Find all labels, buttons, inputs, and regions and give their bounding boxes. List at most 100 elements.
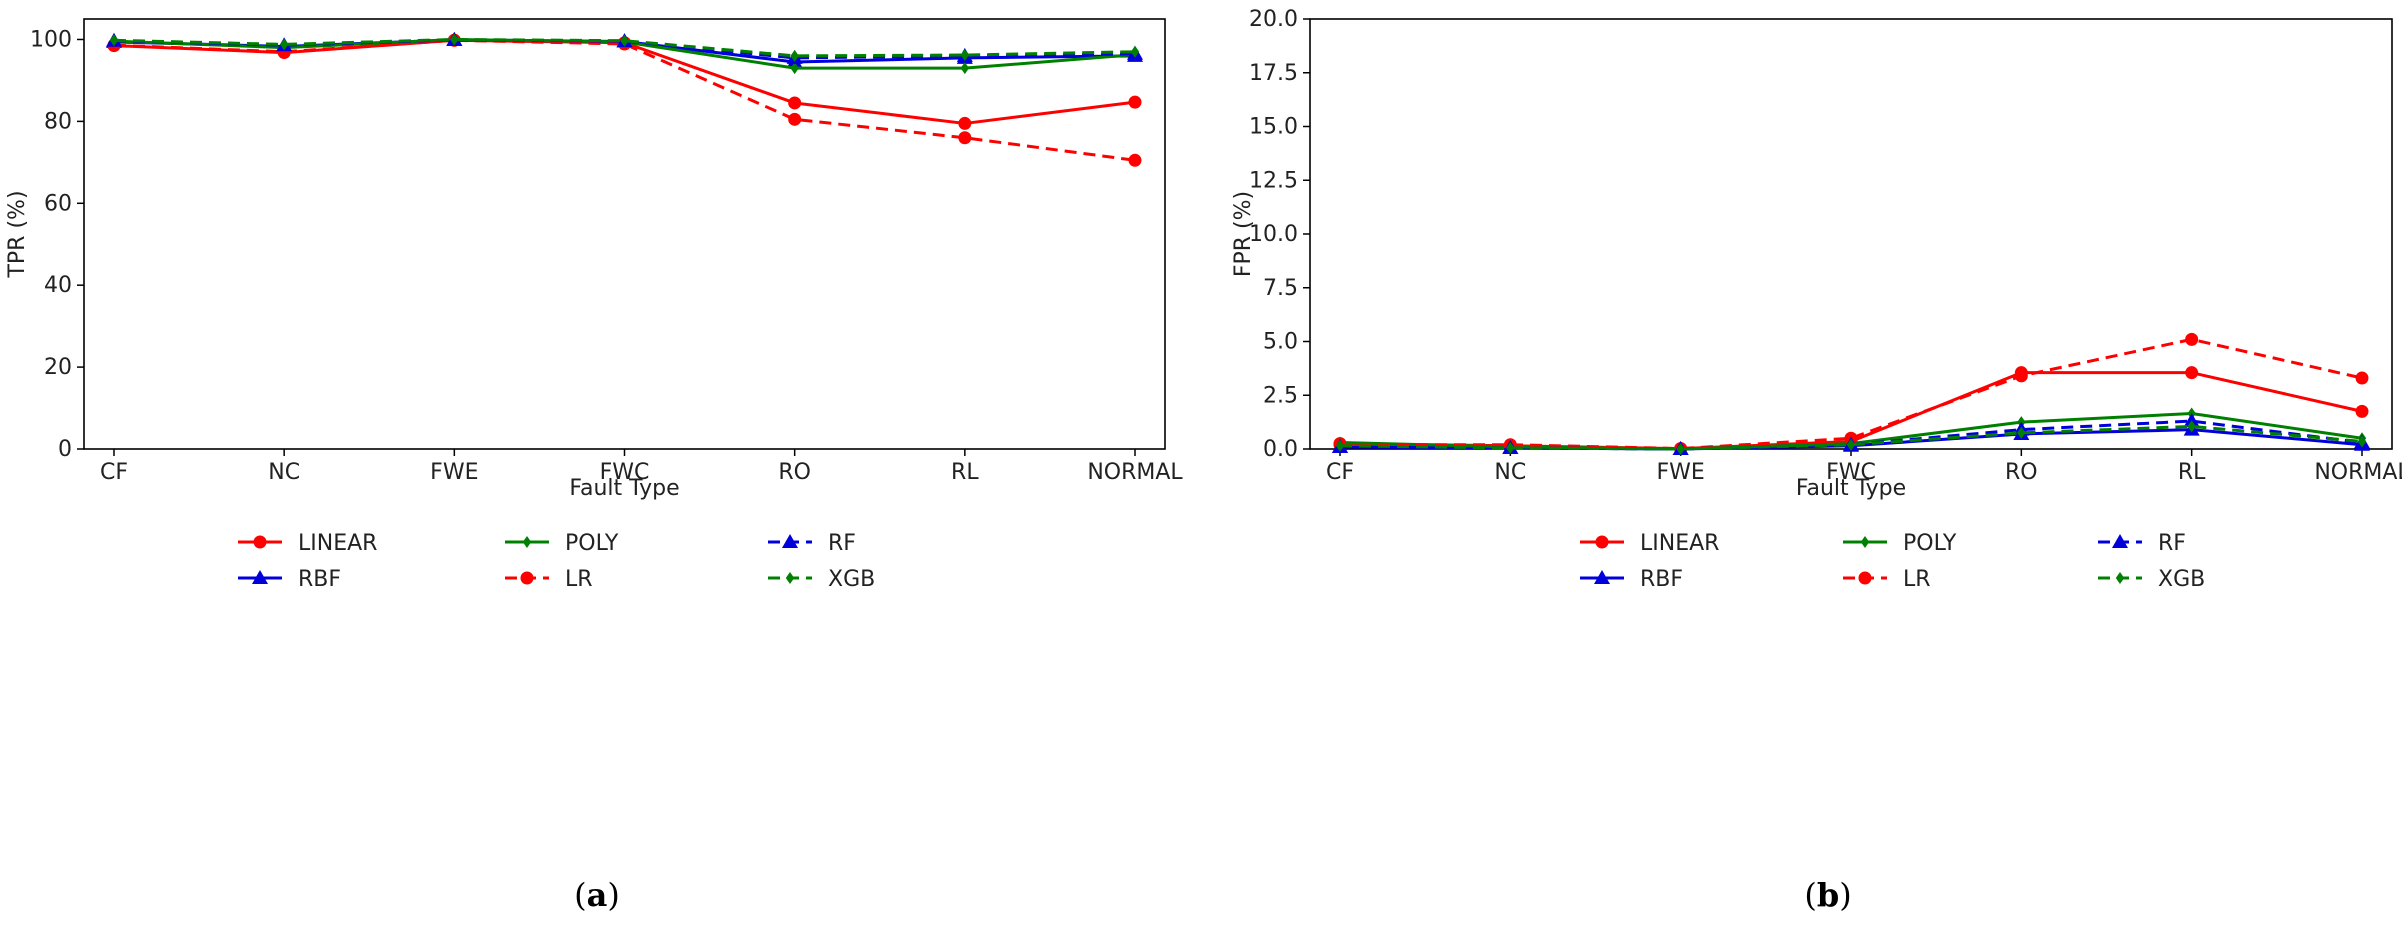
x-tick-label: RO — [778, 460, 811, 485]
y-tick-label: 20.0 — [1249, 7, 1298, 32]
plot-frame — [83, 18, 1166, 450]
x-tick-label: CF — [100, 460, 128, 485]
data-point — [960, 62, 970, 75]
legend-item-xgb: XGB — [2098, 567, 2205, 592]
legend-label: XGB — [2158, 567, 2205, 592]
x-tick-label: CF — [1326, 460, 1354, 485]
legend-item-rf: RF — [768, 531, 856, 556]
data-point — [958, 116, 972, 130]
legend-label: RF — [2158, 531, 2186, 556]
data-point — [1506, 441, 1515, 454]
x-tick-label: RO — [2005, 460, 2038, 485]
x-tick-label: NC — [1494, 460, 1526, 485]
data-point — [2183, 413, 2200, 428]
legend-item-poly: POLY — [1843, 531, 1957, 556]
legend-label: LINEAR — [298, 531, 377, 556]
legend-marker — [1860, 536, 1870, 548]
legend-marker — [2112, 534, 2128, 548]
legend-label: POLY — [565, 531, 619, 556]
data-point — [2017, 426, 2026, 439]
series-lr — [107, 33, 1142, 167]
data-point — [1676, 443, 1685, 455]
data-point — [2187, 420, 2196, 433]
legend-marker — [782, 534, 798, 548]
y-axis-label: TPR (%) — [5, 190, 30, 278]
legend-marker — [2115, 572, 2125, 584]
legend-marker — [785, 572, 795, 584]
y-tick-label: 20 — [44, 355, 72, 380]
data-point — [788, 112, 802, 126]
legend: LINEAR RBF POLY LR RF XGB — [238, 531, 875, 592]
y-axis-label: FPR (%) — [1231, 191, 1256, 277]
y-tick-label: 17.5 — [1249, 61, 1298, 86]
legend: LINEAR RBF POLY LR RF XGB — [1580, 531, 2205, 592]
legend-label: LINEAR — [1640, 531, 1719, 556]
data-point — [1846, 438, 1856, 451]
legend-item-lr: LR — [505, 567, 593, 592]
x-tick-label: FWC — [1826, 460, 1876, 485]
y-tick-label: 0 — [58, 437, 72, 462]
data-point — [790, 62, 799, 75]
chart-b: 0.0 2.5 5.0 7.5 10.0 12.5 15.0 17.5 20.0 CF NC FWE F… — [1231, 7, 2402, 914]
legend-marker — [1595, 535, 1609, 549]
data-point — [960, 49, 970, 62]
series-line — [113, 38, 1136, 125]
data-point — [1130, 45, 1140, 58]
series-xgb — [1335, 420, 2367, 455]
legend-item-rf: RF — [2098, 531, 2186, 556]
y-tick-label: 40 — [44, 273, 72, 298]
legend-label: RBF — [298, 567, 341, 592]
data-point — [279, 38, 289, 51]
data-point — [2014, 369, 2028, 383]
y-tick-label: 7.5 — [1263, 276, 1298, 301]
y-tick-label: 12.5 — [1249, 168, 1298, 193]
legend-label: RBF — [1640, 567, 1683, 592]
y-tick-label: 0.0 — [1263, 437, 1298, 462]
y-tick-label: 5.0 — [1263, 330, 1298, 355]
x-tick-label: RL — [951, 460, 979, 485]
panel-caption: (b) — [1804, 876, 1851, 914]
legend-marker — [520, 571, 534, 585]
x-tick-label: NORMAL — [2314, 460, 2402, 485]
data-point — [1128, 153, 1142, 167]
legend-marker — [1858, 571, 1872, 585]
legend-label: POLY — [1903, 531, 1957, 556]
legend-item-xgb: XGB — [768, 567, 875, 592]
x-tick-label: NORMAL — [1087, 460, 1183, 485]
x-axis-label: Fault Type — [569, 476, 679, 501]
x-tick-label: RL — [2178, 460, 2206, 485]
data-point — [1128, 95, 1142, 109]
legend-marker — [253, 535, 267, 549]
x-tick-label: FWE — [1657, 460, 1705, 485]
y-tick-label: 2.5 — [1263, 383, 1298, 408]
legend-item-poly: POLY — [505, 531, 619, 556]
data-point — [788, 96, 802, 110]
legend-item-linear: LINEAR — [238, 531, 377, 556]
data-point — [450, 33, 459, 46]
y-tick-label: 15.0 — [1249, 115, 1298, 140]
y-tick-label: 100 — [30, 27, 72, 52]
y-tick-label: 80 — [44, 109, 72, 134]
legend-label: XGB — [828, 567, 875, 592]
panel-caption: (a) — [574, 876, 620, 914]
data-point — [109, 34, 119, 47]
data-point — [2355, 404, 2369, 418]
x-tick-label: FWC — [600, 460, 650, 485]
chart-a: 0 20 40 60 80 100 CF NC FWE FWC RO RL NORMAL Fault Ty… — [5, 18, 1183, 914]
data-point — [2357, 435, 2367, 448]
data-point — [2185, 332, 2199, 346]
data-point — [1335, 439, 1345, 452]
data-point — [2185, 366, 2199, 380]
legend-item-rbf: RBF — [1580, 567, 1683, 592]
y-tick-label: 10.0 — [1249, 222, 1298, 247]
legend-item-linear: LINEAR — [1580, 531, 1719, 556]
legend-marker — [522, 536, 532, 548]
legend-marker — [252, 570, 268, 584]
x-axis-label: Fault Type — [1796, 476, 1906, 501]
legend-label: LR — [1903, 567, 1931, 592]
legend-label: LR — [565, 567, 593, 592]
plot-frame — [1309, 18, 2393, 450]
data-point — [790, 49, 799, 62]
legend-marker — [1594, 570, 1610, 584]
